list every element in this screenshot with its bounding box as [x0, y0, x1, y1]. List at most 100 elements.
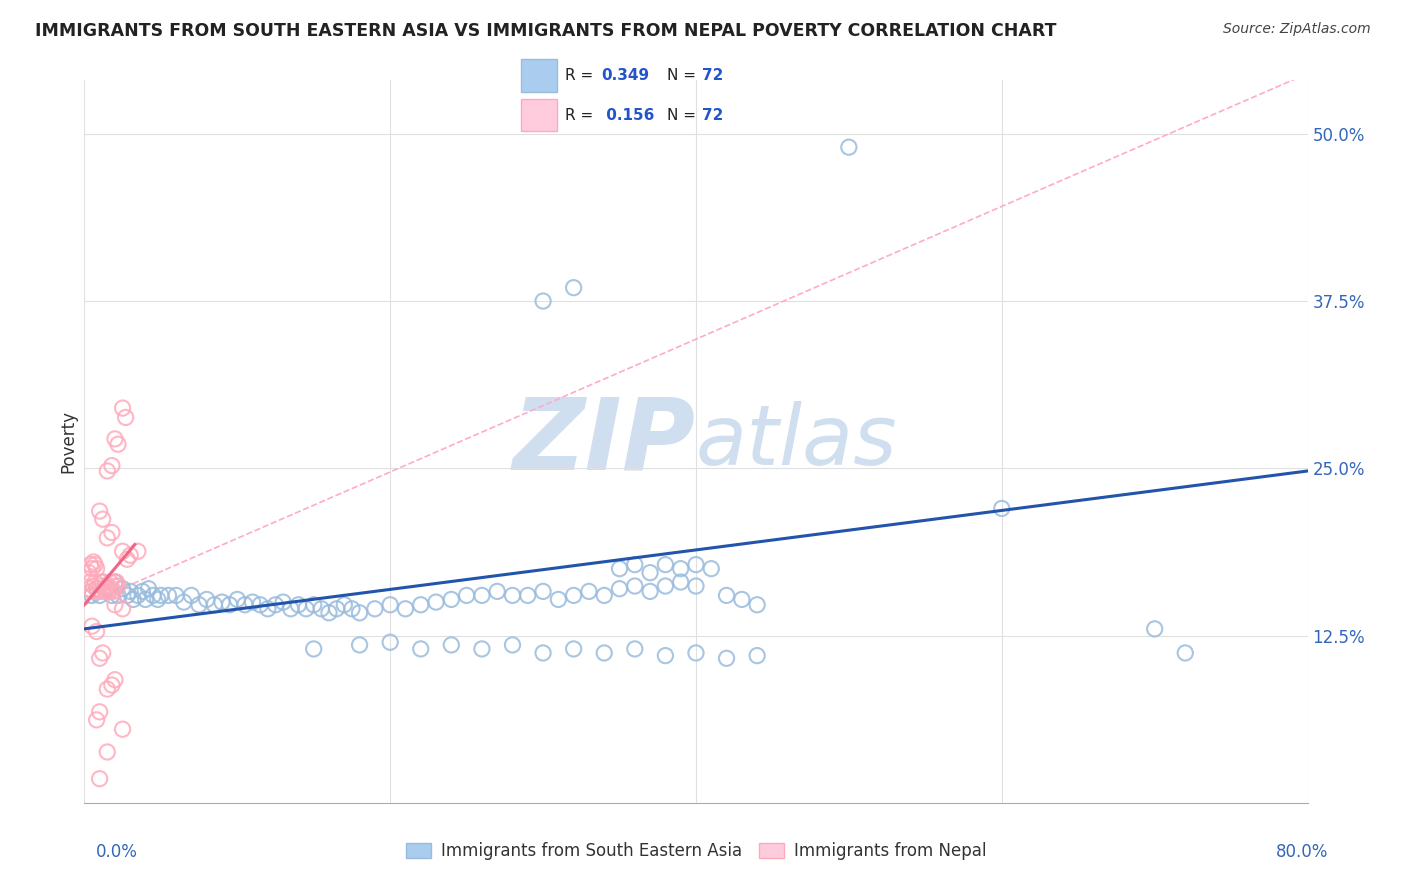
- Point: [531, 646, 554, 660]
- Point: [80, 619, 103, 633]
- Point: [91, 512, 114, 526]
- Text: R =: R =: [565, 108, 599, 123]
- Point: [115, 552, 138, 566]
- Point: [107, 589, 129, 603]
- Point: [104, 579, 127, 593]
- Point: [180, 589, 202, 603]
- Point: [89, 504, 111, 518]
- Point: [86, 562, 108, 576]
- Point: [122, 592, 145, 607]
- Point: [638, 566, 661, 580]
- Point: [516, 589, 538, 603]
- Point: [456, 589, 478, 603]
- Point: [562, 281, 585, 295]
- Point: [409, 598, 432, 612]
- Point: [89, 579, 111, 593]
- Point: [101, 458, 124, 473]
- Point: [440, 638, 463, 652]
- Point: [991, 501, 1014, 516]
- Point: [311, 602, 333, 616]
- Point: [202, 598, 225, 612]
- Point: [107, 579, 129, 593]
- Point: [295, 602, 318, 616]
- Point: [685, 558, 707, 572]
- Point: [120, 584, 142, 599]
- Point: [716, 589, 738, 603]
- Point: [111, 723, 134, 737]
- Point: [97, 584, 120, 599]
- Point: [257, 602, 280, 616]
- Point: [173, 595, 195, 609]
- Point: [79, 558, 101, 572]
- Text: atlas: atlas: [696, 401, 897, 482]
- Point: [226, 592, 249, 607]
- Point: [91, 575, 114, 590]
- Point: [624, 642, 647, 657]
- Text: 0.156: 0.156: [600, 108, 654, 123]
- Text: 0.0%: 0.0%: [96, 843, 138, 861]
- Point: [80, 589, 103, 603]
- Y-axis label: Poverty: Poverty: [59, 410, 77, 473]
- Text: 72: 72: [703, 68, 724, 83]
- Point: [654, 648, 676, 663]
- Point: [233, 598, 256, 612]
- Point: [96, 531, 118, 545]
- Point: [111, 401, 134, 416]
- Point: [84, 558, 107, 572]
- Text: 0.349: 0.349: [600, 68, 650, 83]
- Point: [80, 562, 103, 576]
- Point: [105, 575, 128, 590]
- Point: [127, 589, 149, 603]
- Point: [624, 558, 647, 572]
- Point: [1174, 646, 1197, 660]
- Point: [669, 575, 692, 590]
- Point: [264, 598, 287, 612]
- Point: [127, 544, 149, 558]
- Point: [654, 558, 676, 572]
- FancyBboxPatch shape: [522, 60, 557, 92]
- Point: [111, 602, 134, 616]
- Point: [340, 602, 363, 616]
- Text: N =: N =: [666, 68, 700, 83]
- Point: [111, 544, 134, 558]
- Legend: Immigrants from South Eastern Asia, Immigrants from Nepal: Immigrants from South Eastern Asia, Immi…: [399, 836, 993, 867]
- Point: [104, 673, 127, 687]
- Point: [83, 555, 105, 569]
- Point: [138, 582, 160, 596]
- Point: [91, 646, 114, 660]
- Point: [188, 598, 211, 612]
- Point: [103, 584, 125, 599]
- Point: [91, 575, 114, 590]
- Text: Source: ZipAtlas.com: Source: ZipAtlas.com: [1223, 22, 1371, 37]
- Point: [80, 584, 103, 599]
- Point: [325, 602, 347, 616]
- Point: [195, 592, 218, 607]
- Point: [593, 646, 616, 660]
- Point: [380, 598, 402, 612]
- Point: [349, 638, 371, 652]
- Point: [96, 681, 118, 696]
- Text: R =: R =: [565, 68, 599, 83]
- Point: [531, 584, 554, 599]
- Point: [120, 548, 142, 563]
- Point: [747, 598, 769, 612]
- Text: N =: N =: [666, 108, 700, 123]
- Point: [280, 602, 302, 616]
- Point: [101, 582, 124, 596]
- Point: [271, 595, 294, 609]
- Point: [409, 642, 432, 657]
- Point: [87, 584, 110, 599]
- Point: [624, 579, 647, 593]
- Point: [96, 582, 118, 596]
- Point: [101, 589, 124, 603]
- Point: [502, 638, 524, 652]
- Point: [425, 595, 447, 609]
- Point: [654, 579, 676, 593]
- Point: [531, 294, 554, 309]
- Point: [142, 589, 165, 603]
- Point: [111, 582, 134, 596]
- Point: [593, 589, 616, 603]
- Point: [83, 579, 105, 593]
- Text: 72: 72: [703, 108, 724, 123]
- Point: [218, 598, 240, 612]
